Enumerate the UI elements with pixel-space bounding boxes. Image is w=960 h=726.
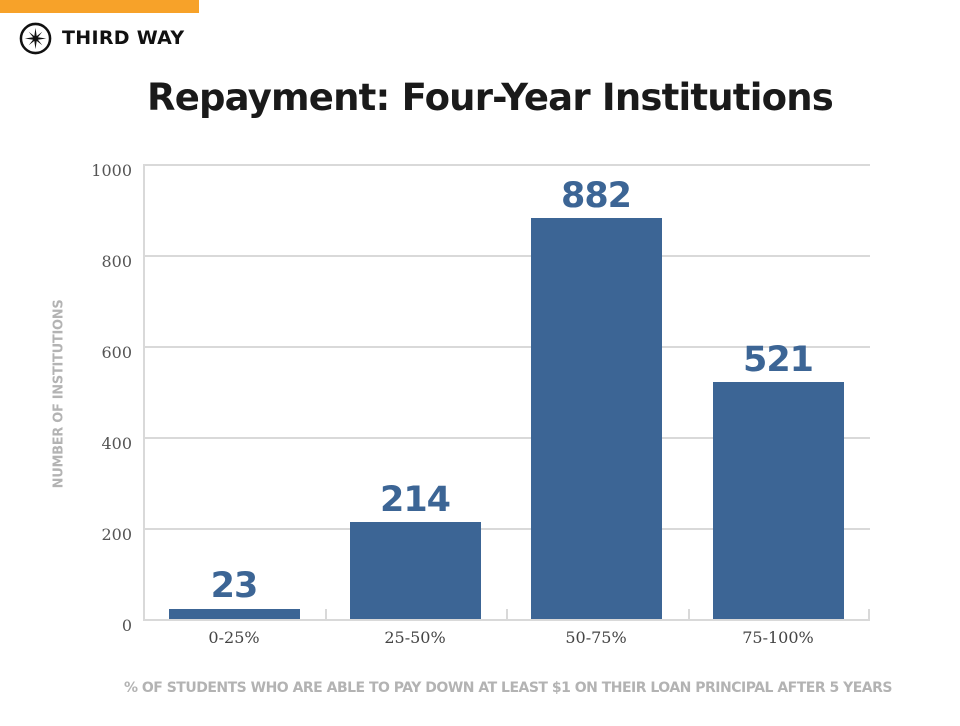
x-tick xyxy=(325,609,327,621)
y-tick-label: 400 xyxy=(101,434,132,453)
x-tick xyxy=(868,609,870,621)
y-tick-label: 1000 xyxy=(91,161,132,180)
brand-header: THIRD WAY xyxy=(19,22,184,54)
y-tick-label: 800 xyxy=(101,252,132,271)
plot-area xyxy=(143,164,870,621)
brand-accent-stripe xyxy=(0,0,199,13)
x-category-label: 25-50% xyxy=(384,628,446,647)
y-tick-label: 0 xyxy=(121,616,132,635)
x-category-label: 75-100% xyxy=(742,628,814,647)
gridline xyxy=(143,164,870,166)
y-tick-label: 200 xyxy=(101,525,132,544)
bar-value-label: 882 xyxy=(560,176,632,216)
bar-50-75 xyxy=(531,218,662,619)
y-axis-title: NUMBER OF INSTITUTIONS xyxy=(51,299,67,489)
gridline xyxy=(143,346,870,348)
gridline xyxy=(143,255,870,257)
x-tick xyxy=(506,609,508,621)
compass-star-icon xyxy=(19,22,52,54)
bar-0-25 xyxy=(169,609,300,619)
y-tick-label: 600 xyxy=(101,343,132,362)
gridline xyxy=(143,437,870,439)
bar-value-label: 214 xyxy=(379,480,451,520)
x-tick xyxy=(688,609,690,621)
x-axis-title: % OF STUDENTS WHO ARE ABLE TO PAY DOWN A… xyxy=(123,680,893,696)
gridline xyxy=(143,528,870,530)
chart-title: Repayment: Four-Year Institutions xyxy=(147,76,834,119)
x-category-label: 50-75% xyxy=(565,628,627,647)
bar-25-50 xyxy=(350,522,481,619)
x-category-label: 0-25% xyxy=(208,628,260,647)
bar-75-100 xyxy=(713,382,844,619)
bar-value-label: 23 xyxy=(210,566,259,606)
y-axis-line xyxy=(143,164,145,621)
brand-name: THIRD WAY xyxy=(62,27,185,49)
bar-value-label: 521 xyxy=(742,340,814,380)
